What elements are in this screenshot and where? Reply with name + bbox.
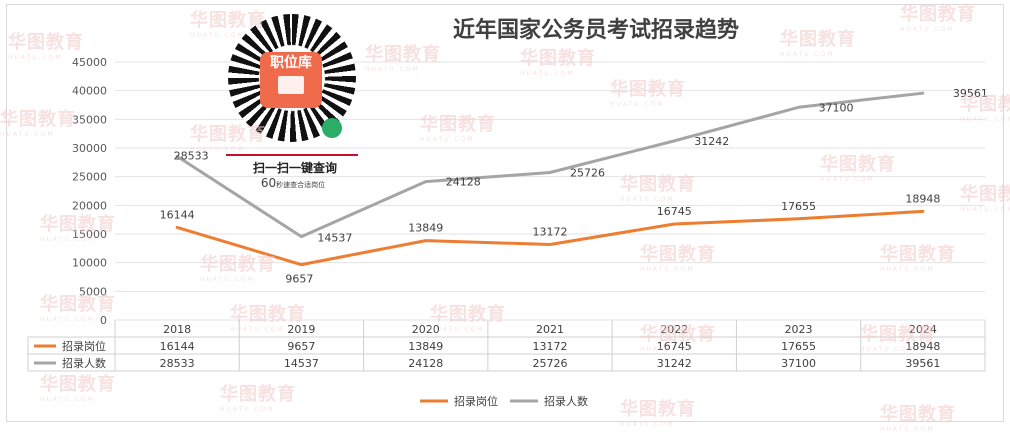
table-cell: 9657	[287, 340, 315, 353]
qr-divider	[226, 154, 358, 156]
folder-icon	[278, 76, 304, 94]
y-tick-label: 45000	[72, 56, 107, 69]
data-label: 37100	[819, 101, 854, 114]
x-tick-label: 2020	[412, 323, 440, 336]
legend: 招录岗位 招录人数	[420, 394, 588, 408]
y-tick-label: 10000	[72, 257, 107, 270]
data-label: 31242	[694, 135, 729, 148]
table-cell: 13172	[533, 340, 568, 353]
qr-caption: 扫一扫一键查询	[252, 161, 337, 175]
series-line	[175, 209, 925, 267]
y-tick-label: 5000	[79, 285, 107, 298]
table-cell: 39561	[905, 357, 940, 370]
table-cell: 28533	[160, 357, 195, 370]
data-label: 39561	[953, 87, 988, 100]
y-tick-label: 40000	[72, 85, 107, 98]
table-cell: 13849	[408, 340, 443, 353]
data-table: 2018 2019 2020 2021 2022 2023 2024 招录岗位 16144 965…	[27, 320, 986, 372]
table-cell: 31242	[657, 357, 692, 370]
table-cell: 16745	[657, 340, 692, 353]
table-cell: 25726	[533, 357, 568, 370]
x-tick-label: 2022	[660, 323, 688, 336]
chart-frame	[6, 4, 1004, 422]
y-tick-label: 35000	[72, 113, 107, 126]
qr-badge: 职位库	[260, 52, 322, 108]
y-tick-label: 0	[100, 314, 107, 327]
table-series-name: 招录人数	[62, 356, 106, 370]
qr-subcaption-number: 60	[260, 176, 277, 190]
data-label: 28533	[174, 149, 209, 162]
data-label: 16745	[657, 205, 692, 218]
data-label: 18948	[905, 192, 940, 205]
x-tick-label: 2024	[909, 323, 937, 336]
table-cell: 17655	[781, 340, 816, 353]
y-tick-label: 30000	[72, 142, 107, 155]
qr-subcaption-text: 秒速查合适岗位	[276, 181, 326, 189]
x-tick-label: 2018	[163, 323, 191, 336]
data-label: 16144	[160, 208, 195, 221]
y-tick-label: 15000	[72, 228, 107, 241]
y-tick-label: 20000	[72, 199, 107, 212]
data-labels: 16144 9657 13849 13172 16745 17655 18948 28533 1…	[160, 87, 988, 285]
data-label: 17655	[781, 200, 816, 213]
data-label: 9657	[285, 273, 313, 286]
qr-code-promo[interactable]: 职位库 扫一扫一键查询 60秒速查合适岗位	[218, 14, 368, 190]
series-lines	[175, 91, 925, 267]
y-tick-label: 25000	[72, 171, 107, 184]
qr-subcaption: 60秒速查合适岗位	[238, 176, 348, 190]
series-line	[175, 91, 925, 239]
table-series-name: 招录岗位	[62, 339, 106, 353]
x-tick-label: 2019	[287, 323, 315, 336]
qr-badge-text: 职位库	[270, 55, 312, 71]
table-cell: 14537	[284, 357, 319, 370]
mini-program-icon	[322, 118, 342, 138]
chart-title: 近年国家公务员考试招录趋势	[453, 17, 739, 43]
table-cell: 18948	[905, 340, 940, 353]
x-tick-label: 2023	[785, 323, 813, 336]
legend-entry: 招录岗位	[454, 394, 498, 408]
y-axis-ticks: 0 5000 10000 15000 20000 25000 30000 35000 40000…	[72, 56, 107, 327]
table-cell: 24128	[408, 357, 443, 370]
table-cell: 37100	[781, 357, 816, 370]
data-label: 13172	[533, 225, 568, 238]
legend-entry: 招录人数	[544, 394, 588, 408]
data-label: 24128	[446, 176, 481, 189]
x-tick-label: 2021	[536, 323, 564, 336]
data-label: 25726	[570, 167, 605, 180]
data-label: 14537	[317, 232, 352, 245]
table-cell: 16144	[160, 340, 195, 353]
data-label: 13849	[408, 222, 443, 235]
